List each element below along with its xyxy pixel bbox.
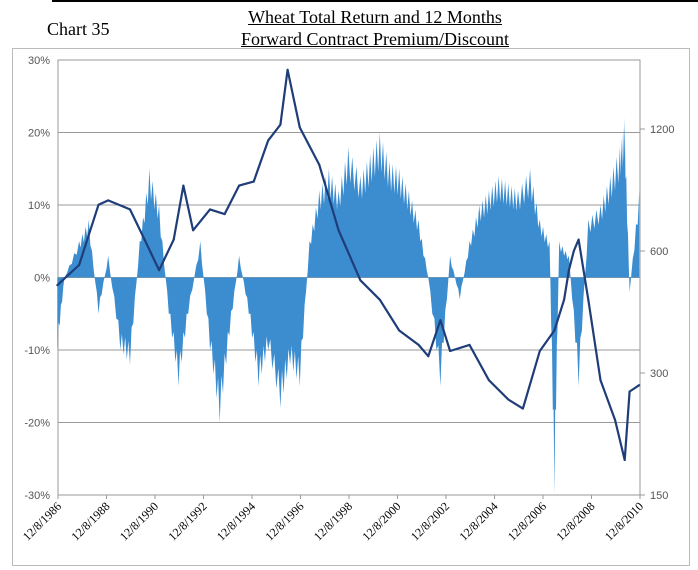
right-tick-label: 600 (650, 246, 668, 258)
left-tick-label: -20% (24, 418, 50, 430)
total-return-point (337, 229, 340, 232)
total-return-point (638, 384, 641, 387)
chart-title-line-2: Forward Contract Premium/Discount (241, 29, 509, 49)
total-return-point (628, 390, 631, 393)
total-return-point (553, 329, 556, 332)
total-return-point (623, 459, 626, 462)
x-tick-label: 12/8/2002 (408, 499, 452, 543)
total-return-point (587, 298, 590, 301)
total-return-point (427, 355, 430, 358)
chart-title-line-1: Wheat Total Return and 12 Months (248, 7, 502, 27)
total-return-point (468, 343, 471, 346)
total-return-point (417, 343, 420, 346)
x-tick-label: 12/8/1988 (68, 499, 112, 543)
total-return-point (129, 208, 132, 211)
total-return-point (298, 126, 301, 129)
left-tick-label: -30% (24, 490, 50, 502)
x-tick-label: 12/8/2000 (359, 499, 403, 543)
total-return-point (78, 264, 81, 267)
total-return-point (238, 184, 241, 187)
total-return-point (267, 139, 270, 142)
total-return-point (182, 184, 185, 187)
right-tick-label: 150 (650, 490, 668, 502)
total-return-point (143, 238, 146, 241)
total-return-point (359, 279, 362, 282)
total-return-point (398, 329, 401, 332)
total-return-point (577, 238, 580, 241)
right-tick-label: 300 (650, 368, 668, 380)
total-return-point (172, 238, 175, 241)
total-return-point (97, 203, 100, 206)
total-return-point (538, 349, 541, 352)
x-tick-label: 12/8/2006 (505, 499, 549, 543)
total-return-point (286, 68, 289, 71)
total-return-point (572, 250, 575, 252)
x-tick-label: 12/8/2008 (553, 499, 597, 543)
x-tick-label: 12/8/1986 (20, 499, 64, 543)
total-return-point (563, 298, 566, 301)
total-return-point (107, 199, 110, 202)
x-tick-label: 12/8/1990 (117, 499, 161, 543)
x-tick-label: 12/8/2010 (602, 499, 646, 543)
total-return-point (521, 407, 524, 410)
chart-frame (12, 48, 690, 566)
left-tick-label: 30% (28, 55, 50, 67)
left-tick-label: 20% (28, 128, 50, 140)
total-return-point (507, 398, 510, 401)
left-tick-label: 10% (28, 200, 50, 212)
total-return-point (279, 123, 282, 126)
total-return-point (318, 163, 321, 166)
x-tick-label: 12/8/1998 (311, 499, 355, 543)
total-return-point (599, 379, 602, 382)
total-return-point (378, 298, 381, 301)
total-return-point (56, 284, 59, 287)
left-tick-label: -10% (24, 345, 50, 357)
chart-number: Chart 35 (47, 19, 110, 39)
total-return-point (567, 269, 570, 272)
premium-discount-area (57, 118, 640, 495)
total-return-point (209, 208, 212, 211)
x-tick-label: 12/8/2004 (456, 499, 500, 543)
total-return-point (192, 229, 195, 232)
total-return-point (487, 379, 490, 382)
x-tick-label: 12/8/1994 (214, 499, 258, 543)
total-return-point (252, 180, 255, 183)
left-tick-label: 0% (34, 273, 50, 285)
total-return-point (158, 269, 161, 272)
total-return-point (449, 349, 452, 352)
top-rule (52, 0, 698, 2)
x-tick-label: 12/8/1992 (165, 499, 209, 543)
total-return-point (223, 213, 226, 216)
total-return-point (614, 418, 617, 421)
total-return-point (439, 319, 442, 322)
right-tick-label: 1200 (650, 124, 674, 136)
x-tick-label: 12/8/1996 (262, 499, 306, 543)
